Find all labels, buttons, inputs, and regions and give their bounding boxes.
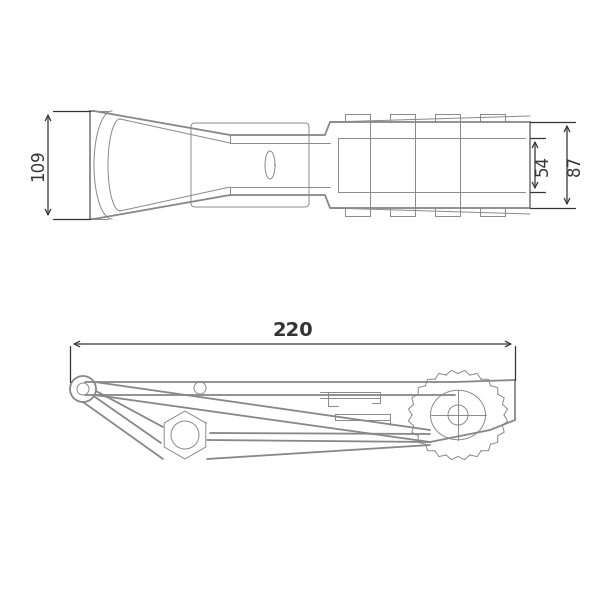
Text: 220: 220 xyxy=(272,320,313,340)
Text: 54: 54 xyxy=(534,154,552,175)
Text: 87: 87 xyxy=(566,154,584,175)
Text: 109: 109 xyxy=(29,149,47,181)
